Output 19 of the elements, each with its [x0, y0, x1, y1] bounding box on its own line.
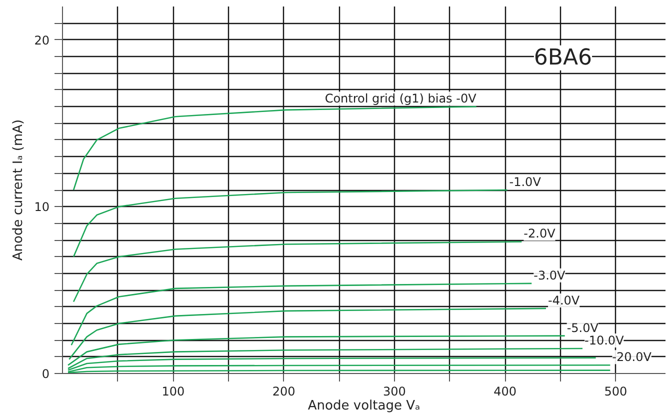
x-tick-label: 500 — [604, 384, 628, 398]
x-tick-label: 200 — [272, 384, 296, 398]
series-label: -5.0V — [566, 320, 600, 335]
y-tick-label: 0 — [42, 367, 50, 381]
x-tick-label: 100 — [162, 384, 185, 398]
x-axis-title: Anode voltage Vₐ — [308, 398, 420, 414]
series-label: -4.0V — [548, 293, 580, 308]
text: 6BA6 — [534, 45, 592, 70]
y-tick-label: 10 — [34, 200, 50, 214]
series-label: -20.0V — [612, 350, 652, 364]
series-label: -2.0V — [524, 226, 556, 241]
y-axis-title: Anode current Iₐ (mA) — [11, 119, 26, 261]
series-label: Control grid (g1) bias -0V — [324, 92, 478, 106]
y-tick-label: 20 — [34, 33, 50, 48]
series-label: -1.0V — [509, 175, 542, 189]
x-tick-label: 300 — [382, 384, 406, 398]
series-label: -10.0V — [584, 333, 625, 348]
x-tick-label: 400 — [494, 384, 517, 398]
series-label: -3.0V — [534, 268, 566, 282]
